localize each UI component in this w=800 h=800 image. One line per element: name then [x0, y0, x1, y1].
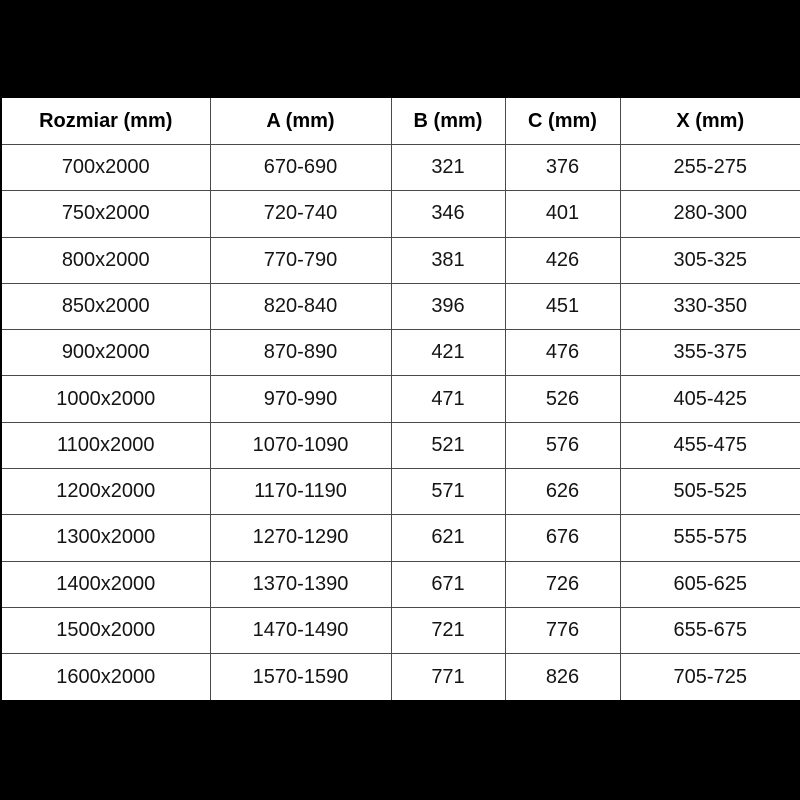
table-cell: 750x2000 — [0, 190, 211, 238]
table-cell: 621 — [390, 514, 506, 562]
table-cell: 605-625 — [619, 560, 800, 608]
table-cell: 820-840 — [209, 282, 392, 331]
table-row: 700x2000 670-690 321 376 255-275 — [0, 143, 800, 192]
table-cell: 1600x2000 — [0, 653, 211, 702]
table-cell: 770-790 — [209, 236, 392, 284]
table-cell: 1370-1390 — [209, 560, 392, 608]
table-cell: 655-675 — [619, 606, 800, 655]
table-cell: 280-300 — [619, 190, 800, 238]
table-cell: 521 — [390, 421, 506, 469]
table-cell: 870-890 — [209, 329, 392, 377]
table-cell: 1570-1590 — [209, 653, 392, 702]
table-row: 1000x2000 970-990 471 526 405-425 — [0, 375, 800, 423]
table-cell: 426 — [504, 236, 621, 284]
table-cell: 826 — [504, 653, 621, 702]
column-header: B (mm) — [390, 96, 506, 145]
table-body: 700x2000 670-690 321 376 255-275 750x2000 720-… — [0, 143, 800, 702]
column-header: A (mm) — [209, 96, 392, 145]
column-header: Rozmiar (mm) — [0, 96, 211, 145]
table-cell: 700x2000 — [0, 143, 211, 192]
table-cell: 1200x2000 — [0, 467, 211, 516]
table-cell: 676 — [504, 514, 621, 562]
table-cell: 1470-1490 — [209, 606, 392, 655]
table-row: 1400x2000 1370-1390 671 726 605-625 — [0, 560, 800, 608]
table-cell: 850x2000 — [0, 282, 211, 331]
table-cell: 1070-1090 — [209, 421, 392, 469]
table-cell: 421 — [390, 329, 506, 377]
table-cell: 330-350 — [619, 282, 800, 331]
table-cell: 1270-1290 — [209, 514, 392, 562]
table-cell: 526 — [504, 375, 621, 423]
table-cell: 726 — [504, 560, 621, 608]
table-cell: 720-740 — [209, 190, 392, 238]
table-header-row: Rozmiar (mm) A (mm) B (mm) C (mm) X (mm) — [0, 96, 800, 145]
table-cell: 1000x2000 — [0, 375, 211, 423]
table-cell: 396 — [390, 282, 506, 331]
table-row: 1500x2000 1470-1490 721 776 655-675 — [0, 606, 800, 655]
dimensions-spec-table: Rozmiar (mm) A (mm) B (mm) C (mm) X (mm) 700… — [0, 96, 800, 702]
table-cell: 970-990 — [209, 375, 392, 423]
column-header: X (mm) — [619, 96, 800, 145]
table-cell: 1300x2000 — [0, 514, 211, 562]
table-cell: 776 — [504, 606, 621, 655]
table-cell: 1400x2000 — [0, 560, 211, 608]
table-cell: 1100x2000 — [0, 421, 211, 469]
table-cell: 705-725 — [619, 653, 800, 702]
table-row: 800x2000 770-790 381 426 305-325 — [0, 236, 800, 284]
table-cell: 900x2000 — [0, 329, 211, 377]
table-cell: 305-325 — [619, 236, 800, 284]
table-cell: 721 — [390, 606, 506, 655]
table-cell: 670-690 — [209, 143, 392, 192]
table-row: 1100x2000 1070-1090 521 576 455-475 — [0, 421, 800, 469]
table-cell: 555-575 — [619, 514, 800, 562]
table-cell: 355-375 — [619, 329, 800, 377]
table-cell: 381 — [390, 236, 506, 284]
table-cell: 401 — [504, 190, 621, 238]
table-row: 1200x2000 1170-1190 571 626 505-525 — [0, 467, 800, 516]
table-cell: 576 — [504, 421, 621, 469]
table-cell: 671 — [390, 560, 506, 608]
bottom-black-band — [0, 702, 800, 800]
table-cell: 455-475 — [619, 421, 800, 469]
table-cell: 346 — [390, 190, 506, 238]
table-cell: 476 — [504, 329, 621, 377]
table-cell: 451 — [504, 282, 621, 331]
table-row: 900x2000 870-890 421 476 355-375 — [0, 329, 800, 377]
table-row: 850x2000 820-840 396 451 330-350 — [0, 282, 800, 331]
table-cell: 800x2000 — [0, 236, 211, 284]
table-cell: 255-275 — [619, 143, 800, 192]
table-cell: 571 — [390, 467, 506, 516]
table-cell: 471 — [390, 375, 506, 423]
column-header: C (mm) — [504, 96, 621, 145]
table-cell: 626 — [504, 467, 621, 516]
table-cell: 376 — [504, 143, 621, 192]
table-cell: 321 — [390, 143, 506, 192]
table-cell: 771 — [390, 653, 506, 702]
table-cell: 1500x2000 — [0, 606, 211, 655]
table-cell: 1170-1190 — [209, 467, 392, 516]
table-cell: 405-425 — [619, 375, 800, 423]
table-row: 1300x2000 1270-1290 621 676 555-575 — [0, 514, 800, 562]
table-row: 1600x2000 1570-1590 771 826 705-725 — [0, 653, 800, 702]
table-cell: 505-525 — [619, 467, 800, 516]
top-black-band — [0, 0, 800, 96]
table-row: 750x2000 720-740 346 401 280-300 — [0, 190, 800, 238]
